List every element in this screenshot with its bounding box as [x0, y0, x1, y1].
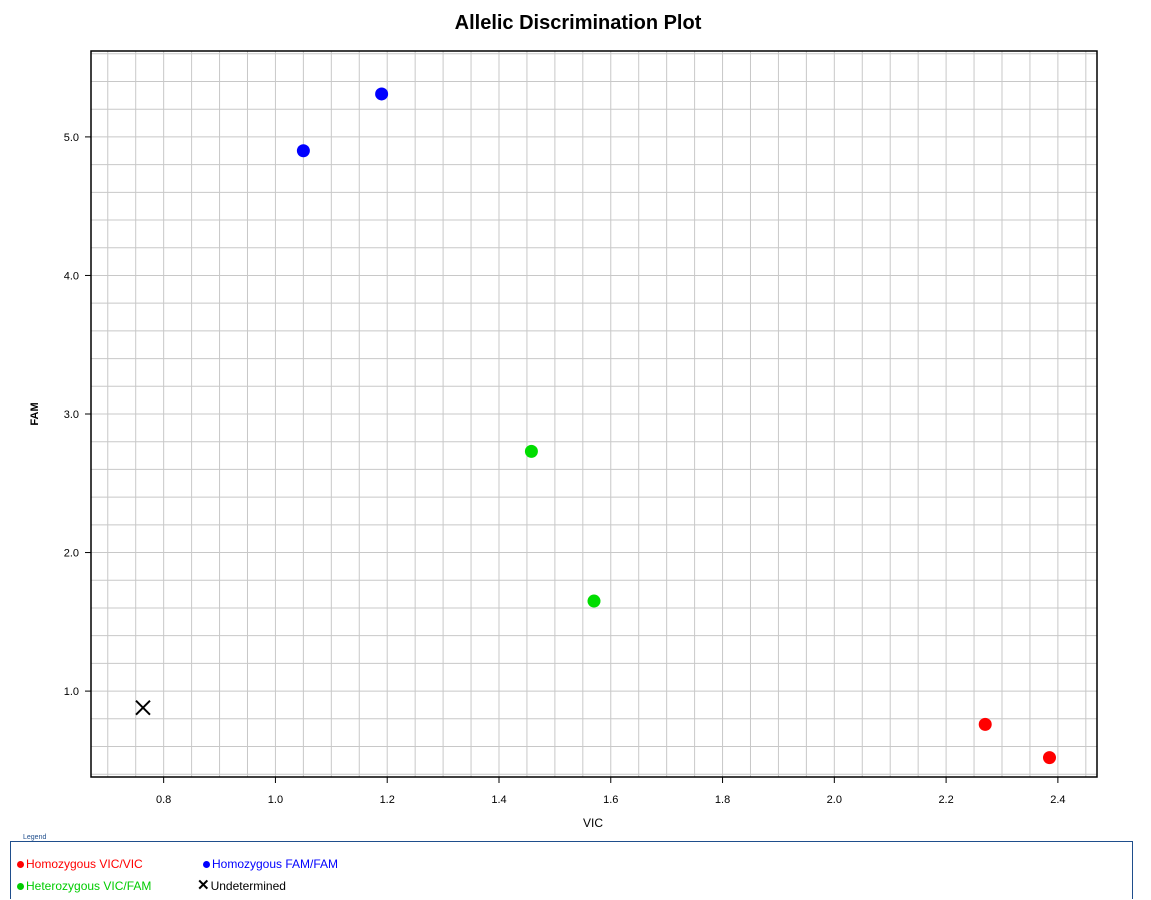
blue-dot-icon [203, 860, 210, 868]
allelic-discrimination-chart: Allelic Discrimination Plot 0.8 1.0 1.2 1.4… [29, 12, 1098, 830]
data-point [296, 144, 310, 158]
y-tick-label: 4.0 [64, 270, 79, 282]
y-axis-label: FAM [29, 402, 41, 425]
legend-item-undetermined: ✕ Undetermined [197, 877, 286, 894]
legend-label: Heterozygous VIC/FAM [26, 879, 152, 893]
y-tick-label: 3.0 [64, 409, 79, 421]
legend-label: Homozygous FAM/FAM [212, 857, 339, 871]
x-tick-label: 2.2 [938, 794, 953, 806]
y-tick-label: 2.0 [64, 548, 79, 560]
x-tick-label: 1.8 [715, 794, 730, 806]
data-point [587, 594, 601, 608]
x-tick-label: 1.2 [380, 794, 395, 806]
green-dot-icon [17, 882, 24, 890]
data-point [1042, 751, 1056, 765]
data-point [978, 717, 992, 731]
y-tick-label: 1.0 [64, 686, 79, 698]
data-point [524, 444, 538, 458]
legend-box [10, 841, 1133, 899]
legend-item-homozygous-fam: Homozygous FAM/FAM [203, 857, 338, 871]
data-points [135, 87, 1056, 765]
x-tick-label: 2.4 [1050, 794, 1065, 806]
legend-label: Homozygous VIC/VIC [26, 857, 143, 871]
x-tick-label: 2.0 [827, 794, 842, 806]
undetermined-x-marker [135, 700, 151, 716]
red-dot-icon [17, 860, 24, 868]
x-tick-label: 1.6 [603, 794, 618, 806]
x-mark-icon: ✕ [197, 877, 210, 894]
legend-title: Legend [20, 834, 50, 841]
data-point [375, 87, 389, 101]
axis-ticks: 0.8 1.0 1.2 1.4 1.6 1.8 2.0 2.2 2.4 1.0 2.0 3.0 4.0 5… [64, 132, 1066, 806]
x-marker-stroke [135, 700, 151, 716]
x-axis-label: VIC [583, 816, 603, 830]
legend-item-homozygous-vic: Homozygous VIC/VIC [17, 857, 143, 871]
legend-label: Undetermined [210, 879, 286, 893]
x-tick-label: 0.8 [156, 794, 171, 806]
legend-item-heterozygous: Heterozygous VIC/FAM [17, 879, 151, 893]
chart-title: Allelic Discrimination Plot [455, 12, 702, 34]
plot-grid [91, 51, 1097, 777]
y-tick-label: 5.0 [64, 132, 79, 144]
x-tick-label: 1.0 [268, 794, 283, 806]
x-tick-label: 1.4 [491, 794, 506, 806]
